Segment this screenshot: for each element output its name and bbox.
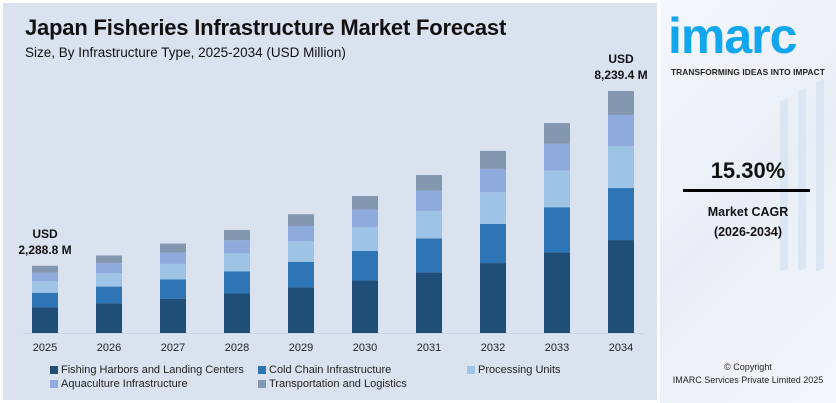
bar-segment xyxy=(352,250,378,281)
bar-segment xyxy=(352,209,378,228)
total-label: 8,239.4 M xyxy=(594,68,647,82)
bar-segment xyxy=(608,188,634,241)
bar-segment xyxy=(160,252,186,264)
chart-title: Japan Fisheries Infrastructure Market Fo… xyxy=(25,15,507,40)
bar-segment xyxy=(224,271,250,294)
bar-segment xyxy=(96,255,122,264)
bar-segment xyxy=(160,298,186,333)
x-tick-label: 2032 xyxy=(481,342,505,354)
bar-segment xyxy=(352,196,378,210)
bar-segment xyxy=(416,175,442,191)
bar-segment xyxy=(480,192,506,224)
bar-segment xyxy=(96,273,122,287)
legend-label: Transportation and Logistics xyxy=(269,378,407,390)
x-tick-label: 2026 xyxy=(97,342,121,354)
bar-segment xyxy=(96,286,122,304)
bar-segment xyxy=(32,272,58,282)
bar-segment xyxy=(224,229,250,241)
bar-segment xyxy=(224,253,250,272)
total-label: USD xyxy=(608,52,634,66)
background-decoration xyxy=(780,98,788,272)
bar-segment xyxy=(608,91,634,115)
legend-swatch xyxy=(467,366,475,374)
bar-segment xyxy=(32,292,58,308)
bar-segment xyxy=(288,225,314,242)
x-tick-label: 2028 xyxy=(225,342,249,354)
bar-segment xyxy=(480,168,506,193)
bar-segment xyxy=(544,170,570,208)
bar-segment xyxy=(352,227,378,251)
legend-label: Aquaculture Infrastructure xyxy=(61,378,188,390)
bar-segment xyxy=(288,287,314,333)
bar-segment xyxy=(32,307,58,333)
bar-segment xyxy=(288,214,314,226)
legend-swatch xyxy=(50,380,58,388)
x-tick-label: 2029 xyxy=(289,342,313,354)
bar-segment xyxy=(480,223,506,264)
bar-segment xyxy=(608,145,634,189)
bar-segment xyxy=(96,303,122,333)
copyright-text: © Copyright xyxy=(724,362,772,372)
chart-panel: Japan Fisheries Infrastructure Market Fo… xyxy=(3,3,657,400)
bar-segment xyxy=(544,143,570,171)
x-tick-label: 2034 xyxy=(609,342,633,354)
bar-segment xyxy=(288,261,314,288)
legend-swatch xyxy=(258,380,266,388)
bar-segment xyxy=(224,293,250,333)
copyright: © Copyright IMARC Services Private Limite… xyxy=(660,361,836,387)
company-name: IMARC Services Private Limited 2025 xyxy=(672,375,824,385)
legend-item: Fishing Harbors and Landing Centers xyxy=(50,364,244,376)
bar-segment xyxy=(160,279,186,299)
x-tick-label: 2031 xyxy=(417,342,441,354)
legend-label: Fishing Harbors and Landing Centers xyxy=(61,364,244,376)
bar-segment xyxy=(416,272,442,333)
side-panel: imarc TRANSFORMING IDEAS INTO IMPACT 15.… xyxy=(660,0,836,403)
x-tick-label: 2033 xyxy=(545,342,569,354)
x-tick-label: 2027 xyxy=(161,342,185,354)
bar-segment xyxy=(544,207,570,253)
legend-swatch xyxy=(258,366,266,374)
legend-swatch xyxy=(50,366,58,374)
legend-label: Cold Chain Infrastructure xyxy=(269,364,392,376)
cagr-label-text: Market CAGR xyxy=(707,205,789,219)
x-tick-label: 2030 xyxy=(353,342,377,354)
bar-segment xyxy=(544,252,570,333)
bar-segment xyxy=(416,210,442,239)
legend-item: Transportation and Logistics xyxy=(258,378,407,390)
bar-segment xyxy=(416,190,442,211)
cagr-value: 15.30% xyxy=(710,158,786,183)
divider xyxy=(683,189,810,192)
total-label: 2,288.8 M xyxy=(18,243,71,257)
bar-segment xyxy=(224,240,250,254)
legend-item: Aquaculture Infrastructure xyxy=(50,378,188,390)
imarc-logo: imarc xyxy=(668,8,797,64)
stacked-bar-chart: 2025 USD 2,288.8 M 2026 2027 2028 2029 2030 2031… xyxy=(18,52,647,354)
bar-segment xyxy=(352,280,378,333)
legend-item: Processing Units xyxy=(467,364,561,376)
x-tick-label: 2025 xyxy=(33,342,57,354)
bar-segment xyxy=(32,281,58,293)
bar-segment xyxy=(288,241,314,262)
bar-segment xyxy=(608,240,634,333)
cagr-period: (2026-2034) xyxy=(713,225,783,239)
bar-segment xyxy=(544,123,570,144)
bar-segment xyxy=(480,150,506,169)
bar-segment xyxy=(96,263,122,274)
bar-segment xyxy=(416,238,442,273)
total-label: USD xyxy=(32,227,58,241)
legend-item: Cold Chain Infrastructure xyxy=(258,364,391,376)
bar-segment xyxy=(160,243,186,253)
cagr-label: Market CAGR (2026-2034) xyxy=(660,202,836,242)
bar-segment xyxy=(160,263,186,280)
bar-segment xyxy=(608,114,634,146)
logo-tagline: TRANSFORMING IDEAS INTO IMPACT xyxy=(671,67,825,77)
bar-segment xyxy=(32,265,58,273)
legend-label: Processing Units xyxy=(478,364,561,376)
chart-subtitle: Size, By Infrastructure Type, 2025-2034 … xyxy=(25,45,346,60)
bar-segment xyxy=(480,263,506,333)
